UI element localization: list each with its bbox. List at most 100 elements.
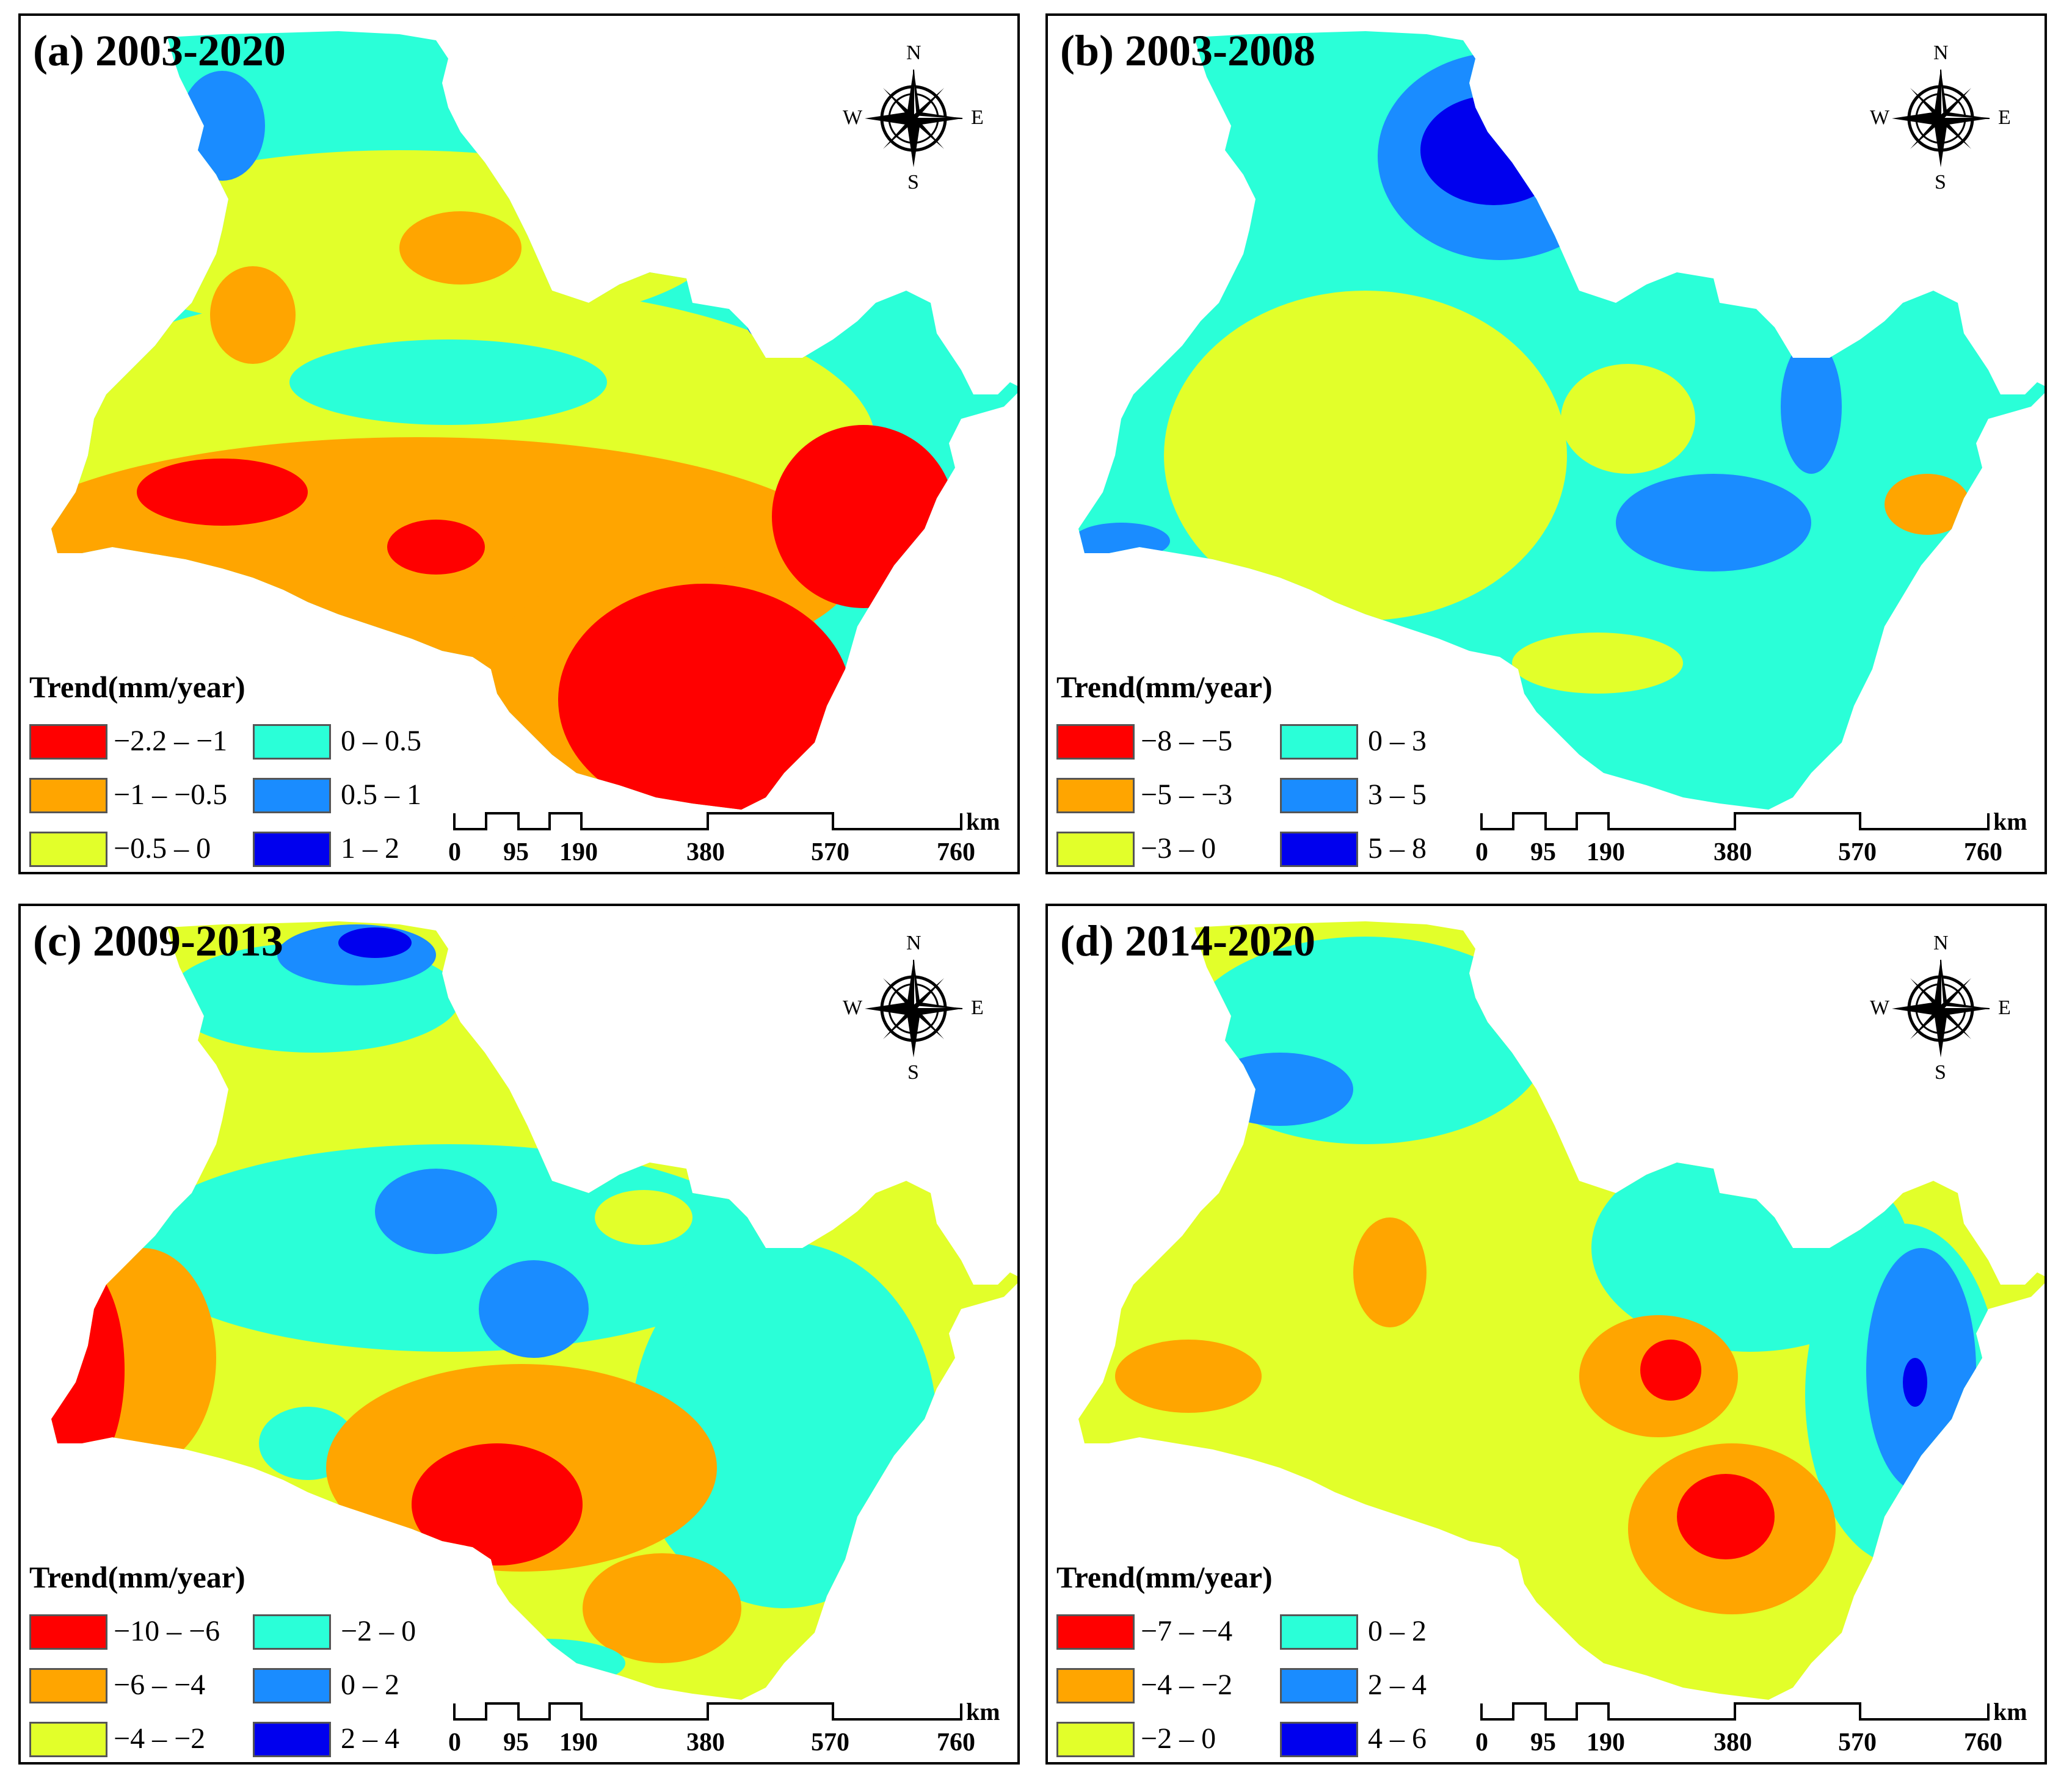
legend-label-4: 2 – 4	[1368, 1669, 1427, 1701]
scale-tick-2: 190	[559, 1729, 598, 1757]
legend-swatch-1	[1056, 778, 1135, 813]
compass-s: S	[1935, 171, 1946, 194]
compass-e: E	[1998, 106, 2011, 129]
zone-yellow-west	[1164, 291, 1567, 620]
scale-tick-2: 190	[1587, 1729, 1625, 1757]
compass-s: S	[907, 1061, 919, 1084]
panel-title: (c) 2009-2013	[33, 916, 283, 965]
legend-label-0: −2.2 – −1	[114, 725, 228, 757]
compass-icon	[1892, 69, 1990, 167]
legend-swatch-2	[29, 1722, 107, 1757]
scale-tick-4: 570	[1838, 1729, 1877, 1757]
legend-swatch-0	[29, 1614, 107, 1650]
legend-label-5: 5 – 8	[1368, 832, 1427, 865]
zone-orange-west	[1115, 1340, 1262, 1413]
scale-tick-3: 380	[1714, 838, 1752, 866]
zone-orange-se	[583, 1553, 741, 1663]
legend-swatch-3	[253, 724, 331, 760]
zone-yellow-south	[1512, 633, 1683, 694]
compass-s: S	[1935, 1061, 1946, 1084]
legend-swatch-2	[1056, 832, 1135, 867]
zone-orange-north	[399, 211, 522, 285]
scale-unit: km	[1993, 1698, 2027, 1725]
scale-bar	[1480, 812, 1990, 830]
compass-rose: N S W E	[1870, 932, 2011, 1084]
legend-label-2: −0.5 – 0	[114, 832, 211, 865]
legend-swatch-5	[253, 832, 331, 867]
legend-swatch-5	[1280, 1722, 1358, 1757]
compass-e: E	[971, 996, 984, 1019]
compass-w: W	[1870, 106, 1890, 129]
legend-label-5: 2 – 4	[341, 1722, 399, 1755]
zone-red-west	[137, 459, 308, 526]
panel-title: (a) 2003-2020	[33, 26, 286, 75]
legend-label-3: 0 – 2	[1368, 1615, 1427, 1647]
legend-swatch-0	[1056, 1614, 1135, 1650]
legend-swatch-1	[29, 778, 107, 813]
compass-w: W	[1870, 996, 1890, 1019]
panel-title: (b) 2003-2008	[1060, 26, 1315, 75]
zone-navy-north	[338, 927, 412, 958]
panel-a: (a) 2003-2020 N S W E Trend(mm/year) −2.…	[18, 13, 1020, 874]
scale-unit: km	[1993, 808, 2027, 835]
compass-n: N	[1933, 42, 1949, 64]
compass-icon	[865, 959, 963, 1057]
trend-map-c	[51, 921, 1017, 1700]
legend-label-5: 4 – 6	[1368, 1722, 1427, 1755]
panel-c: (c) 2009-2013 N S W E Trend(mm/year) −10…	[18, 904, 1020, 1765]
legend-label-3: 0 – 3	[1368, 725, 1427, 757]
legend-swatch-2	[29, 832, 107, 867]
scale-tick-4: 570	[811, 838, 849, 866]
legend-swatch-3	[253, 1614, 331, 1650]
legend-swatch-4	[253, 1668, 331, 1703]
scale-tick-5: 760	[1964, 838, 2002, 866]
scale-bar	[1480, 1702, 1990, 1721]
legend-swatch-2	[1056, 1722, 1135, 1757]
legend-label-2: −3 – 0	[1141, 832, 1216, 865]
zone-red-se	[558, 584, 851, 810]
legend-swatch-0	[1056, 724, 1135, 760]
zone-blue-mid	[479, 1260, 589, 1358]
scale-tick-0: 0	[1475, 1729, 1488, 1757]
trend-map-a	[51, 31, 1017, 810]
zone-blue-east	[1781, 339, 1842, 474]
scale-bar	[453, 812, 962, 830]
legend-label-3: −2 – 0	[341, 1615, 416, 1647]
scale-tick-0: 0	[1475, 838, 1488, 866]
compass-n: N	[1933, 932, 1949, 954]
compass-w: W	[843, 996, 863, 1019]
compass-n: N	[906, 42, 921, 64]
compass-n: N	[906, 932, 921, 954]
scale-tick-1: 95	[1530, 838, 1556, 866]
zone-navy-east	[1903, 1358, 1927, 1407]
legend-label-1: −4 – −2	[1141, 1669, 1233, 1701]
legend-label-4: 0.5 – 1	[341, 778, 421, 811]
zone-orange-west	[210, 266, 296, 364]
compass-e: E	[1998, 996, 2011, 1019]
scale-tick-2: 190	[559, 838, 598, 866]
zone-blue-center	[1616, 474, 1811, 571]
legend-label-1: −1 – −0.5	[114, 778, 228, 811]
zone-yellow-center	[1561, 364, 1695, 474]
legend-label-0: −7 – −4	[1141, 1615, 1233, 1647]
panel-title: (d) 2014-2020	[1060, 916, 1315, 965]
legend-title: Trend(mm/year)	[29, 1560, 245, 1594]
legend-label-3: 0 – 0.5	[341, 725, 421, 757]
compass-w: W	[843, 106, 863, 129]
legend-title: Trend(mm/year)	[1056, 1560, 1273, 1594]
compass-icon	[865, 69, 963, 167]
scale-tick-3: 380	[1714, 1729, 1752, 1757]
scale-tick-4: 570	[811, 1729, 849, 1757]
legend-label-4: 0 – 2	[341, 1669, 399, 1701]
legend-swatch-4	[1280, 778, 1358, 813]
legend-swatch-1	[1056, 1668, 1135, 1703]
legend-label-2: −2 – 0	[1141, 1722, 1216, 1755]
trend-map-b	[1078, 31, 2045, 810]
legend-label-4: 3 – 5	[1368, 778, 1427, 811]
legend-label-2: −4 – −2	[114, 1722, 206, 1755]
legend-swatch-4	[253, 778, 331, 813]
zone-orange-nw	[1353, 1217, 1427, 1327]
zone-yellow-island	[595, 1190, 692, 1245]
legend-swatch-5	[253, 1722, 331, 1757]
compass-rose: N S W E	[843, 932, 984, 1084]
